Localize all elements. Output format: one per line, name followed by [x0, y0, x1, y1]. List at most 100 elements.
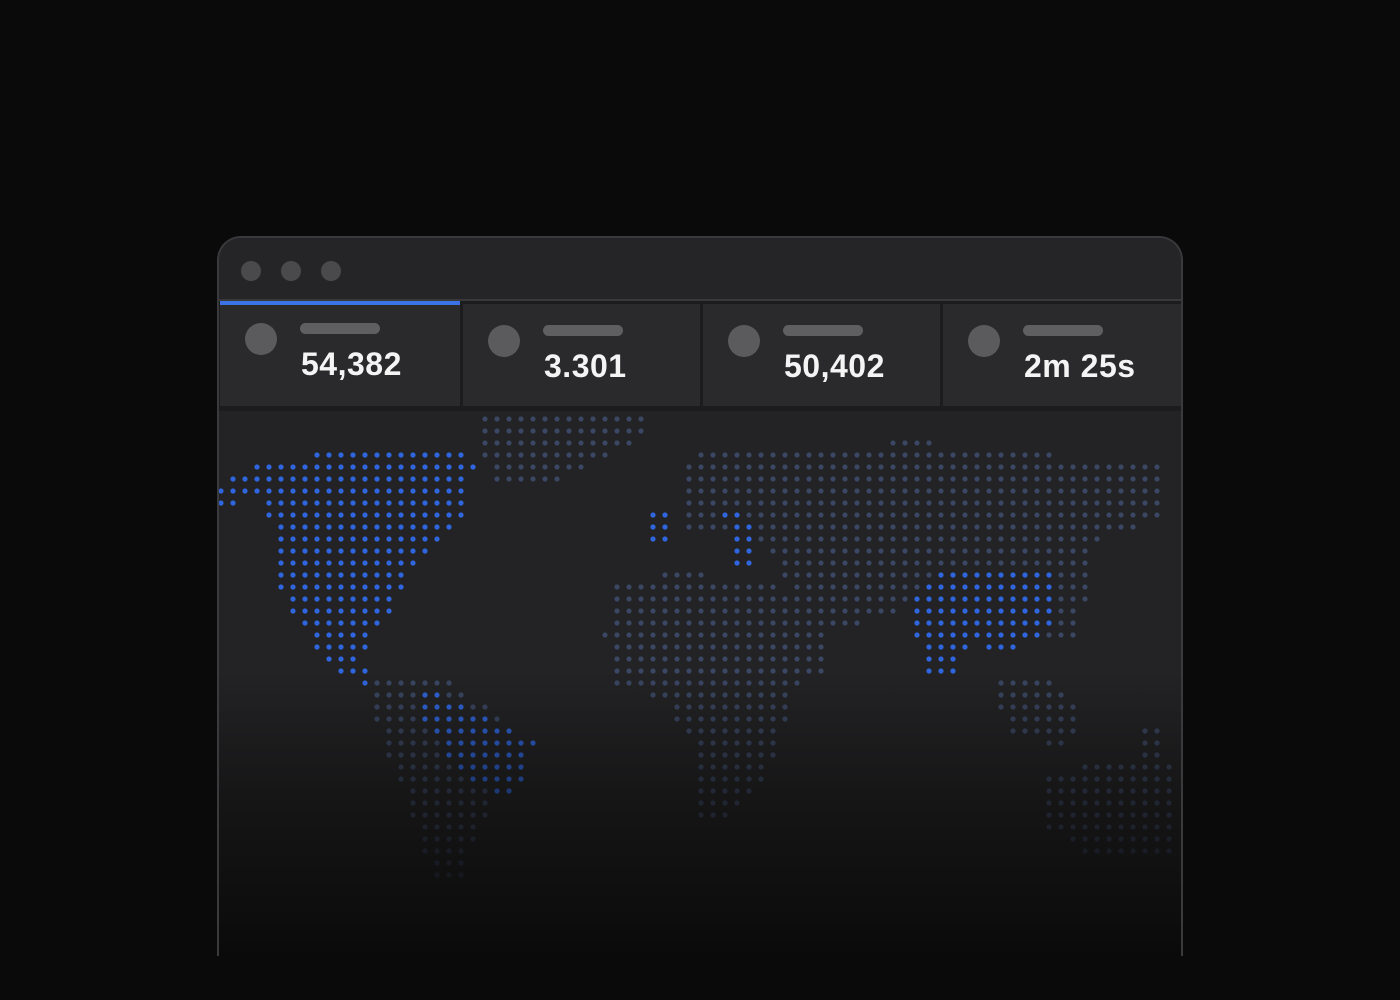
map-dot-active [494, 728, 500, 734]
map-dot-active [398, 488, 404, 494]
map-dot [722, 620, 728, 626]
stat-tab-visitors[interactable]: 54,382 [220, 301, 460, 406]
map-dot-active [278, 548, 284, 554]
map-dot [1082, 824, 1088, 830]
map-dot [662, 608, 668, 614]
map-dot [1010, 500, 1016, 506]
window-minimize-dot[interactable] [281, 261, 301, 281]
map-dot [1094, 788, 1100, 794]
map-dot [434, 848, 440, 854]
map-dot [950, 536, 956, 542]
map-dot [734, 788, 740, 794]
map-dot-active [458, 488, 464, 494]
map-dot [722, 680, 728, 686]
stat-tab-duration[interactable]: 2m 25s [943, 304, 1181, 406]
map-dot [482, 704, 488, 710]
map-dot [974, 548, 980, 554]
map-dot [674, 572, 680, 578]
map-dot [698, 644, 704, 650]
map-dot-active [926, 584, 932, 590]
map-dot [818, 584, 824, 590]
map-dot [710, 632, 716, 638]
map-dot [842, 488, 848, 494]
map-dot [446, 788, 452, 794]
map-dot [1154, 728, 1160, 734]
map-dot [722, 704, 728, 710]
map-dot [854, 476, 860, 482]
map-dot [578, 464, 584, 470]
map-dot-active [326, 608, 332, 614]
map-dot-active [938, 608, 944, 614]
map-dot [1142, 752, 1148, 758]
map-dot [758, 704, 764, 710]
map-dot [902, 452, 908, 458]
map-dot-active [338, 512, 344, 518]
map-dot [998, 464, 1004, 470]
map-dot [482, 452, 488, 458]
map-dot [1130, 476, 1136, 482]
map-dot [914, 524, 920, 530]
map-dot-active [338, 644, 344, 650]
map-dot [518, 440, 524, 446]
map-dot [626, 644, 632, 650]
stat-tab-third[interactable]: 50,402 [703, 304, 940, 406]
map-dot [1154, 800, 1160, 806]
map-dot [1046, 728, 1052, 734]
map-dot-active [338, 452, 344, 458]
map-dot-active [1034, 596, 1040, 602]
map-dot-active [962, 632, 968, 638]
window-close-dot[interactable] [241, 261, 261, 281]
map-dot-active [734, 548, 740, 554]
stat-label-placeholder [783, 325, 863, 336]
map-dot-active [662, 536, 668, 542]
map-dot [782, 500, 788, 506]
map-dot [1058, 464, 1064, 470]
map-dot [794, 680, 800, 686]
map-dot [710, 728, 716, 734]
map-dot [830, 560, 836, 566]
map-dot [926, 512, 932, 518]
map-dot [674, 704, 680, 710]
map-dot-active [386, 584, 392, 590]
map-dot-active [422, 476, 428, 482]
map-dot-active [422, 548, 428, 554]
map-dot [614, 680, 620, 686]
map-dot [602, 452, 608, 458]
map-dot [1022, 548, 1028, 554]
map-dot [1130, 836, 1136, 842]
map-dot [698, 788, 704, 794]
map-dot [686, 608, 692, 614]
map-dot-active [266, 500, 272, 506]
map-dot-active [338, 560, 344, 566]
window-zoom-dot[interactable] [321, 261, 341, 281]
map-dot [962, 536, 968, 542]
map-dot [686, 680, 692, 686]
map-dot [1106, 848, 1112, 854]
map-dot-active [326, 524, 332, 530]
map-dot [1010, 728, 1016, 734]
map-dot-active [278, 500, 284, 506]
map-dot [710, 680, 716, 686]
map-dot [1022, 512, 1028, 518]
map-dot [1142, 464, 1148, 470]
map-dot [686, 488, 692, 494]
map-dot-active [1022, 632, 1028, 638]
map-dot-active [734, 536, 740, 542]
map-dot [890, 560, 896, 566]
map-dot-active [338, 632, 344, 638]
map-dot-active [242, 488, 248, 494]
map-dot [530, 428, 536, 434]
map-dot [830, 608, 836, 614]
map-dot-active [362, 464, 368, 470]
map-dot [710, 812, 716, 818]
map-dot [1142, 788, 1148, 794]
map-dot-active [338, 572, 344, 578]
map-dot [746, 452, 752, 458]
map-dot [1106, 764, 1112, 770]
stat-tab-second[interactable]: 3.301 [463, 304, 700, 406]
map-dot [1034, 524, 1040, 530]
map-dot [398, 704, 404, 710]
map-dot [746, 464, 752, 470]
map-dot [1118, 836, 1124, 842]
map-dot [1142, 740, 1148, 746]
